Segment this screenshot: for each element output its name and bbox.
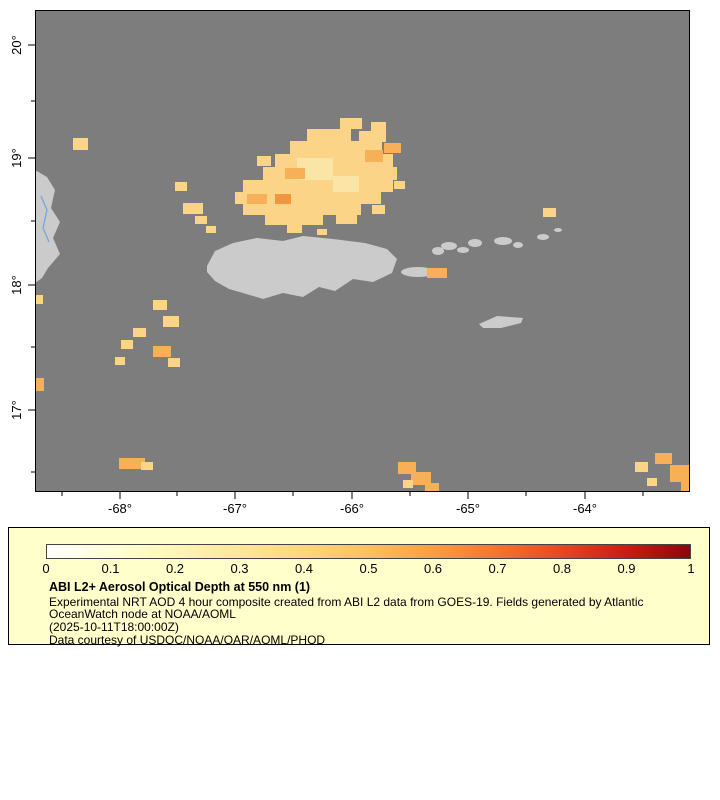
aod-patch [247,194,267,204]
colorbar-tick-label: 0.8 [552,561,572,576]
landmass-island [432,247,444,255]
lon-tick-label: -68° [108,501,132,516]
aod-patch [35,378,44,391]
colorbar-tick-label: 0.6 [423,561,443,576]
map-frame [35,10,690,492]
aod-patch [336,215,357,224]
aod-patch [153,300,167,310]
aod-patch [175,182,187,191]
aod-patch [681,480,690,492]
aod-patch [365,150,383,162]
legend-timestamp: (2025-10-11T18:00:00Z) [49,620,179,634]
landmass-island [537,234,549,240]
aod-patch [384,143,401,153]
colorbar-tick-label: 0 [42,561,50,576]
landmass-st-croix [479,316,523,328]
aod-patch [333,176,359,192]
aod-patch [235,192,381,204]
aod-patch [635,462,648,472]
aod-patch [287,225,302,233]
aod-patch [411,472,431,485]
aod-patch [425,483,439,492]
colorbar-tick-label: 0.5 [359,561,378,576]
landmass-puerto-rico [207,236,397,299]
aod-patch [297,158,333,180]
aod-patch [290,141,382,154]
lon-tick-label: -67° [223,501,247,516]
aod-patch [403,480,413,488]
landmass-island [554,228,562,232]
legend-panel: 0 0.1 0.2 0.3 0.4 0.5 0.6 0.7 0.8 0.9 1 ABI L2+ Ae… [8,527,710,647]
aod-patch [670,465,690,482]
legend-description-line: OceanWatch node at NOAA/AOML [49,607,236,621]
aod-patch [133,328,146,337]
aod-patch [265,215,323,225]
aod-patch [195,216,207,224]
aod-patch [543,208,556,217]
aod-patch [121,340,133,349]
landmass-island [457,247,469,253]
aod-patch [163,316,179,327]
aod-patch [427,268,447,278]
aod-patch [115,357,125,365]
colorbar-tick-label: 0.4 [294,561,314,576]
aod-data-layer [35,118,690,492]
river-line [40,195,50,243]
aod-map: 20° 19° 18° 17° -68° -67° -66° -65° -64° [9,10,690,516]
aod-patch [141,462,153,470]
landmass-island [468,239,482,247]
landmass-island [441,242,457,250]
lat-tick-label: 17° [9,400,24,420]
lon-tick-label: -66° [340,501,364,516]
colorbar-tick-label: 0.7 [488,561,507,576]
colorbar-tick-label: 0.9 [617,561,636,576]
aod-patch [206,226,216,233]
lat-tick-label: 18° [9,275,24,295]
colorbar-tick-labels: 0 0.1 0.2 0.3 0.4 0.5 0.6 0.7 0.8 0.9 1 [42,561,695,577]
colorbar-tick-label: 0.3 [230,561,249,576]
landmass-island [494,237,512,245]
aod-patch [168,358,180,367]
aod-patch [372,205,385,214]
lon-tick-label: -65° [456,501,480,516]
aod-patch [73,138,88,150]
aod-patch [243,180,393,192]
aod-patch [183,203,203,214]
map-border [35,10,690,492]
aod-patch [243,204,361,215]
aod-patch [307,129,351,141]
map-canvas: 20° 19° 18° 17° -68° -67° -66° -65° -64° [9,10,690,516]
axis-layer: 20° 19° 18° 17° -68° -67° -66° -65° -64° [9,35,644,516]
landmass-island [513,242,523,248]
aod-patch [371,122,386,131]
aod-patch [340,118,362,129]
aod-patch [35,295,43,304]
land-layer [35,170,562,328]
aod-patch [647,478,657,486]
legend-courtesy: Data courtesy of USDOC/NOAA/OAR/AOML/PHO… [49,633,326,647]
aod-patch [398,462,416,474]
legend-title: ABI L2+ Aerosol Optical Depth at 550 nm … [49,580,311,594]
lat-tick-label: 20° [9,35,24,55]
aod-patch [119,458,145,469]
aod-patch [275,194,291,204]
lon-tick-label: -64° [573,501,597,516]
lat-tick-label: 19° [9,148,24,168]
legend-description-line: Experimental NRT AOD 4 hour composite cr… [49,595,644,609]
aod-patch [394,181,405,189]
aod-colorbar [46,544,691,559]
aod-patch [655,453,672,464]
aod-patch [359,131,386,142]
aod-patch [317,229,327,235]
aod-patch [153,346,171,357]
colorbar-tick-label: 1 [687,561,695,576]
aod-patch [285,168,305,179]
colorbar-tick-label: 0.1 [101,561,120,576]
aod-patch [257,156,271,166]
landmass-island [401,267,435,277]
colorbar-tick-label: 0.2 [165,561,185,576]
